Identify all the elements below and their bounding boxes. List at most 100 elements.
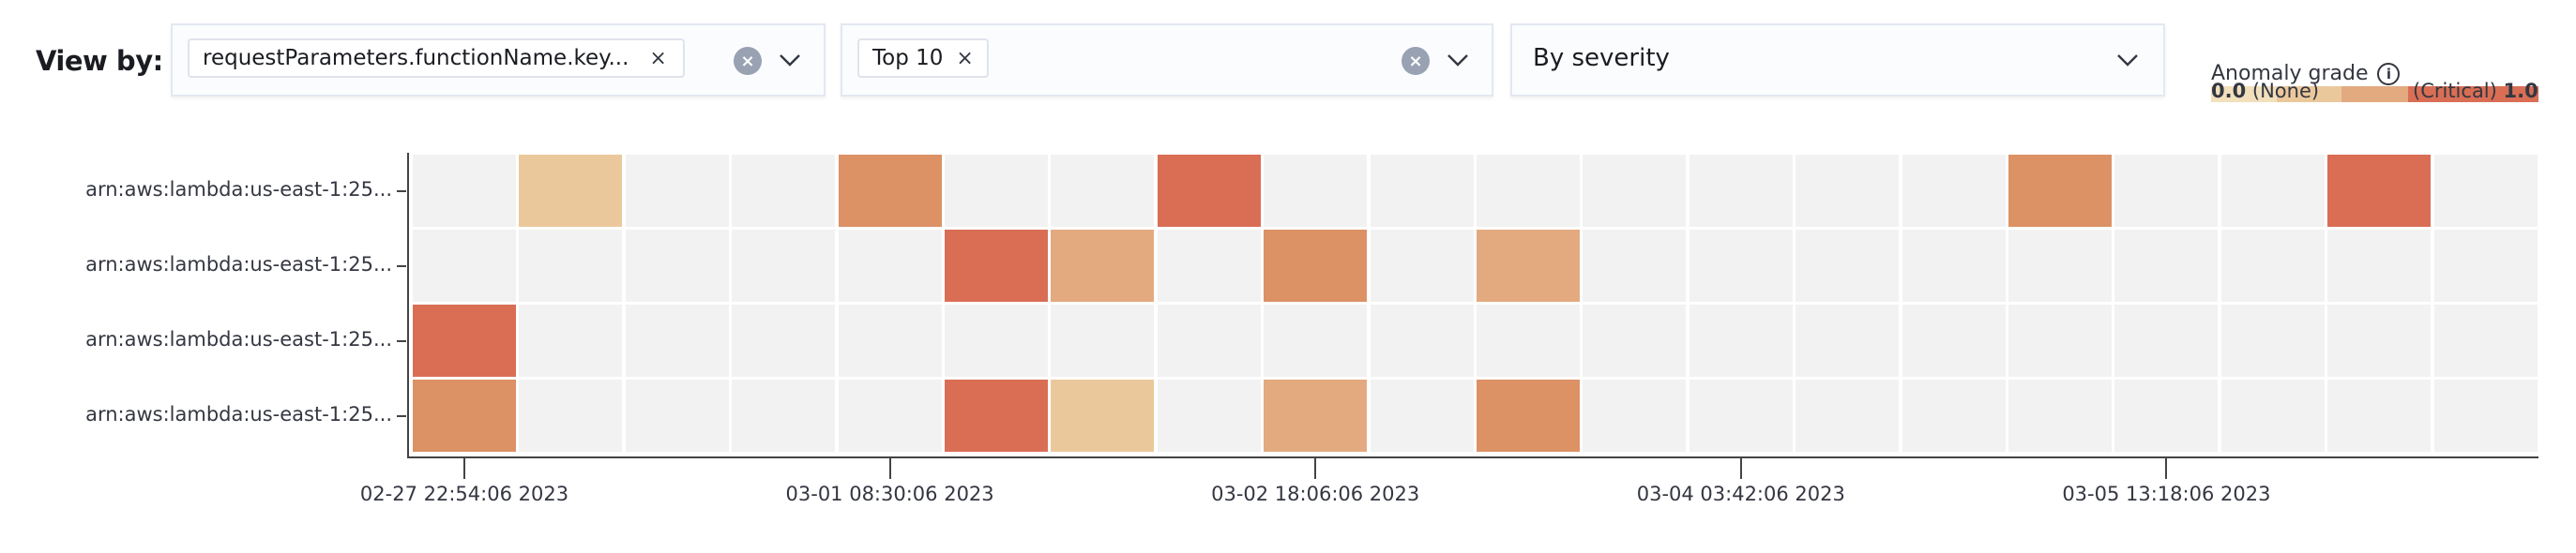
heatmap-cell[interactable]: [519, 305, 623, 377]
heatmap-cell[interactable]: [945, 305, 1048, 377]
heatmap-cell[interactable]: [2433, 305, 2538, 377]
info-icon[interactable]: i: [2377, 63, 2401, 85]
heatmap-cell[interactable]: [625, 305, 729, 377]
heatmap-cell[interactable]: [1689, 155, 1793, 227]
heatmap-cell[interactable]: [1689, 380, 1793, 452]
heatmap-cell[interactable]: [625, 155, 729, 227]
heatmap-cell[interactable]: [2008, 305, 2112, 377]
heatmap-cell[interactable]: [838, 305, 942, 377]
chevron-down-icon[interactable]: [1443, 44, 1473, 74]
heatmap-cell-anomaly[interactable]: [945, 230, 1048, 302]
heatmap-cell[interactable]: [1157, 380, 1261, 452]
heatmap-cell-anomaly[interactable]: [1477, 230, 1580, 302]
heatmap-cell[interactable]: [2327, 380, 2432, 452]
heatmap-cell[interactable]: [1583, 305, 1687, 377]
heatmap-cell[interactable]: [2433, 155, 2538, 227]
heatmap-cell-anomaly[interactable]: [413, 380, 516, 452]
heatmap-cell[interactable]: [838, 380, 942, 452]
heatmap-cell[interactable]: [945, 155, 1048, 227]
heatmap-cell[interactable]: [1051, 155, 1155, 227]
heatmap-cell[interactable]: [2220, 230, 2325, 302]
heatmap-cell[interactable]: [732, 230, 836, 302]
heatmap-cell-anomaly[interactable]: [838, 155, 942, 227]
heatmap-cell[interactable]: [1902, 230, 2006, 302]
heatmap-cell-anomaly[interactable]: [1264, 230, 1368, 302]
heatmap-cell[interactable]: [1370, 155, 1474, 227]
heatmap-cell[interactable]: [2220, 305, 2325, 377]
heatmap-cell[interactable]: [1051, 305, 1155, 377]
limit-select[interactable]: Top 10 × ×: [841, 23, 1493, 97]
heatmap-cell-anomaly[interactable]: [945, 380, 1048, 452]
heatmap-cell[interactable]: [2114, 155, 2219, 227]
chevron-down-icon[interactable]: [2113, 44, 2143, 74]
heatmap-cell[interactable]: [1477, 155, 1580, 227]
heatmap-cell[interactable]: [732, 305, 836, 377]
heatmap-cell[interactable]: [2008, 380, 2112, 452]
heatmap-cell[interactable]: [2114, 305, 2219, 377]
field-chip-label: requestParameters.functionName.key...: [203, 46, 629, 70]
heatmap-cell[interactable]: [413, 155, 516, 227]
heatmap-cell[interactable]: [1370, 380, 1474, 452]
heatmap-cell[interactable]: [1583, 380, 1687, 452]
heatmap-cell-anomaly[interactable]: [1264, 380, 1368, 452]
heatmap-cell[interactable]: [2433, 230, 2538, 302]
heatmap-cell[interactable]: [2114, 230, 2219, 302]
clear-icon[interactable]: ×: [734, 47, 762, 75]
heatmap-cell[interactable]: [838, 230, 942, 302]
legend-swatch: [2341, 86, 2408, 102]
heatmap-cell[interactable]: [2220, 380, 2325, 452]
heatmap-cell[interactable]: [1157, 230, 1261, 302]
heatmap-cell[interactable]: [2327, 305, 2432, 377]
heatmap-cell[interactable]: [1157, 305, 1261, 377]
view-by-label: View by:: [36, 45, 163, 77]
field-select[interactable]: requestParameters.functionName.key... × …: [171, 23, 826, 97]
heatmap-cell[interactable]: [1370, 230, 1474, 302]
heatmap-cell-anomaly[interactable]: [519, 155, 623, 227]
heatmap-cell[interactable]: [519, 380, 623, 452]
heatmap-cell[interactable]: [732, 155, 836, 227]
heatmap-cell[interactable]: [1796, 155, 1900, 227]
limit-chip: Top 10 ×: [857, 38, 989, 78]
heatmap-cell[interactable]: [1689, 230, 1793, 302]
heatmap-cell[interactable]: [1902, 380, 2006, 452]
legend-max: (Critical) 1.0: [2413, 80, 2538, 102]
heatmap-cell-anomaly[interactable]: [1157, 155, 1261, 227]
heatmap-cell-anomaly[interactable]: [413, 305, 516, 377]
heatmap-cell[interactable]: [1370, 305, 1474, 377]
heatmap-cell[interactable]: [2008, 230, 2112, 302]
heatmap-cell-anomaly[interactable]: [1477, 380, 1580, 452]
chip-remove-icon[interactable]: ×: [956, 46, 974, 70]
clear-icon[interactable]: ×: [1402, 47, 1430, 75]
heatmap-cell[interactable]: [732, 380, 836, 452]
heatmap-cell[interactable]: [1477, 305, 1580, 377]
heatmap-cell[interactable]: [1689, 305, 1793, 377]
heatmap-cell[interactable]: [1583, 230, 1687, 302]
heatmap-cell[interactable]: [1902, 305, 2006, 377]
chip-remove-icon[interactable]: ×: [649, 46, 667, 70]
heatmap-cell[interactable]: [1796, 380, 1900, 452]
y-tick-label: arn:aws:lambda:us-east-1:25...: [85, 328, 392, 351]
heatmap-cell-anomaly[interactable]: [2327, 155, 2432, 227]
heatmap-cell[interactable]: [519, 230, 623, 302]
x-tick-label: 03-01 08:30:06 2023: [785, 483, 994, 505]
heatmap-cell-anomaly[interactable]: [2008, 155, 2112, 227]
heatmap-cell[interactable]: [2220, 155, 2325, 227]
heatmap-cell[interactable]: [413, 230, 516, 302]
heatmap-cell[interactable]: [1583, 155, 1687, 227]
legend-swatch: [2211, 86, 2277, 102]
sort-select[interactable]: By severity: [1510, 23, 2165, 97]
heatmap-cell[interactable]: [2327, 230, 2432, 302]
heatmap-cell-anomaly[interactable]: [1051, 380, 1155, 452]
heatmap-cell[interactable]: [1796, 230, 1900, 302]
heatmap-cell-anomaly[interactable]: [1051, 230, 1155, 302]
heatmap-cell[interactable]: [625, 380, 729, 452]
heatmap-cell[interactable]: [2433, 380, 2538, 452]
heatmap-cell[interactable]: [1796, 305, 1900, 377]
heatmap-cell[interactable]: [625, 230, 729, 302]
heatmap-cell[interactable]: [1264, 155, 1368, 227]
chevron-down-icon[interactable]: [775, 44, 805, 74]
heatmap-cell[interactable]: [1902, 155, 2006, 227]
heatmap-cell[interactable]: [1264, 305, 1368, 377]
heatmap-cell[interactable]: [2114, 380, 2219, 452]
x-tick-label: 02-27 22:54:06 2023: [359, 483, 569, 505]
